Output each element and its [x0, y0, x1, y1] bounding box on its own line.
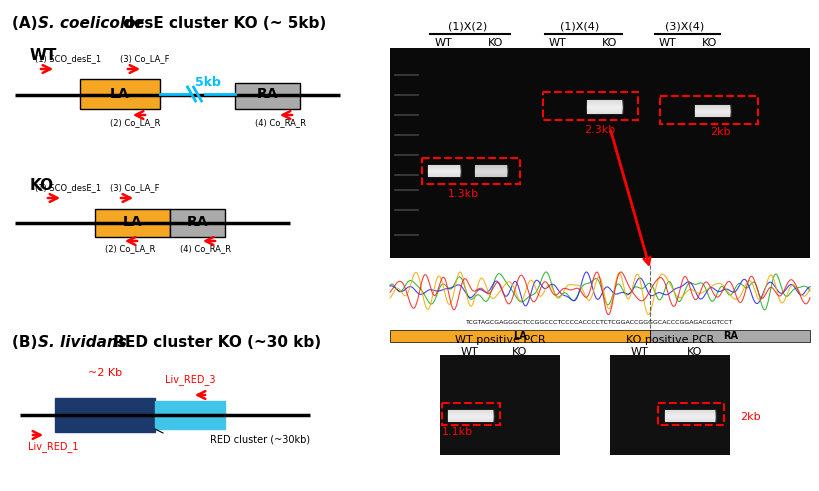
Text: WT: WT: [549, 38, 566, 48]
Text: RED cluster KO (~30 kb): RED cluster KO (~30 kb): [108, 335, 321, 350]
Text: (3) Co_LA_F: (3) Co_LA_F: [120, 55, 170, 63]
Text: (4) Co_RA_R: (4) Co_RA_R: [255, 118, 305, 128]
Text: 2kb: 2kb: [708, 127, 730, 137]
Text: (4) Co_RA_R: (4) Co_RA_R: [180, 245, 231, 253]
Text: WT: WT: [658, 38, 676, 48]
Text: KO: KO: [512, 347, 527, 357]
Text: (1)X(2): (1)X(2): [448, 21, 487, 31]
Bar: [695, 105, 729, 117]
Text: Liv_RED_1: Liv_RED_1: [28, 441, 79, 452]
Bar: [440, 355, 559, 455]
Text: KO: KO: [488, 38, 503, 48]
Text: 5kb: 5kb: [194, 76, 220, 88]
Text: (3) Co_LA_F: (3) Co_LA_F: [110, 184, 160, 192]
Text: KO: KO: [602, 38, 617, 48]
Bar: [657, 403, 723, 425]
Bar: [447, 410, 492, 422]
Text: S. coelicolor: S. coelicolor: [38, 16, 143, 31]
Bar: [390, 265, 809, 315]
Text: 1.3kb: 1.3kb: [447, 189, 478, 199]
Bar: [659, 96, 757, 124]
Text: (2) Co_LA_R: (2) Co_LA_R: [105, 245, 155, 253]
Bar: [170, 209, 224, 237]
Bar: [664, 410, 714, 422]
Text: TCGTAGCGAGGGCTCCGGCCCTCCCCACCCCTCTCGGACCGGGGCACCCGGAGACGGTCCT: TCGTAGCGAGGGCTCCGGCCCTCCCCACCCCTCTCGGACC…: [466, 320, 733, 325]
Text: Liv_RED_3: Liv_RED_3: [165, 375, 215, 385]
Text: S. lividans: S. lividans: [38, 335, 127, 350]
Bar: [474, 165, 506, 177]
Bar: [649, 330, 809, 342]
Bar: [428, 165, 459, 177]
Text: LA: LA: [123, 215, 143, 229]
Text: desE cluster KO (~ 5kb): desE cluster KO (~ 5kb): [118, 16, 326, 31]
Text: KO: KO: [701, 38, 717, 48]
Text: 2kb: 2kb: [739, 412, 760, 422]
Bar: [55, 398, 155, 432]
Text: RED cluster (~30kb): RED cluster (~30kb): [210, 435, 310, 445]
Text: (1) SCO_desE_1: (1) SCO_desE_1: [35, 55, 101, 63]
Text: LA: LA: [513, 331, 527, 341]
Text: KO: KO: [30, 178, 54, 192]
Bar: [441, 403, 500, 425]
Text: WT: WT: [631, 347, 648, 357]
Text: (A): (A): [12, 16, 43, 31]
Bar: [235, 83, 300, 109]
Text: WT: WT: [460, 347, 478, 357]
Text: (1) SCO_desE_1: (1) SCO_desE_1: [35, 184, 101, 192]
Text: WT: WT: [30, 48, 57, 62]
Bar: [542, 92, 637, 120]
Text: RA: RA: [722, 331, 737, 341]
Bar: [155, 401, 224, 429]
Bar: [422, 158, 519, 184]
Text: WT: WT: [435, 38, 452, 48]
Bar: [390, 330, 649, 342]
Text: (1)X(4): (1)X(4): [559, 21, 599, 31]
Text: RA: RA: [187, 215, 208, 229]
Text: RA: RA: [256, 87, 278, 101]
Bar: [586, 100, 622, 114]
Text: 1.1kb: 1.1kb: [441, 427, 473, 437]
Text: KO: KO: [686, 347, 702, 357]
Text: (3)X(4): (3)X(4): [664, 21, 704, 31]
Text: WT positive PCR: WT positive PCR: [454, 335, 545, 345]
Text: (2) Co_LA_R: (2) Co_LA_R: [110, 118, 161, 128]
Bar: [390, 48, 809, 258]
Bar: [80, 79, 160, 109]
Text: KO positive PCR: KO positive PCR: [625, 335, 713, 345]
Bar: [609, 355, 729, 455]
Bar: [95, 209, 170, 237]
Text: 2.3kb: 2.3kb: [584, 125, 615, 135]
Text: LA: LA: [110, 87, 129, 101]
Text: ~2 Kb: ~2 Kb: [88, 368, 122, 378]
Text: (B): (B): [12, 335, 43, 350]
